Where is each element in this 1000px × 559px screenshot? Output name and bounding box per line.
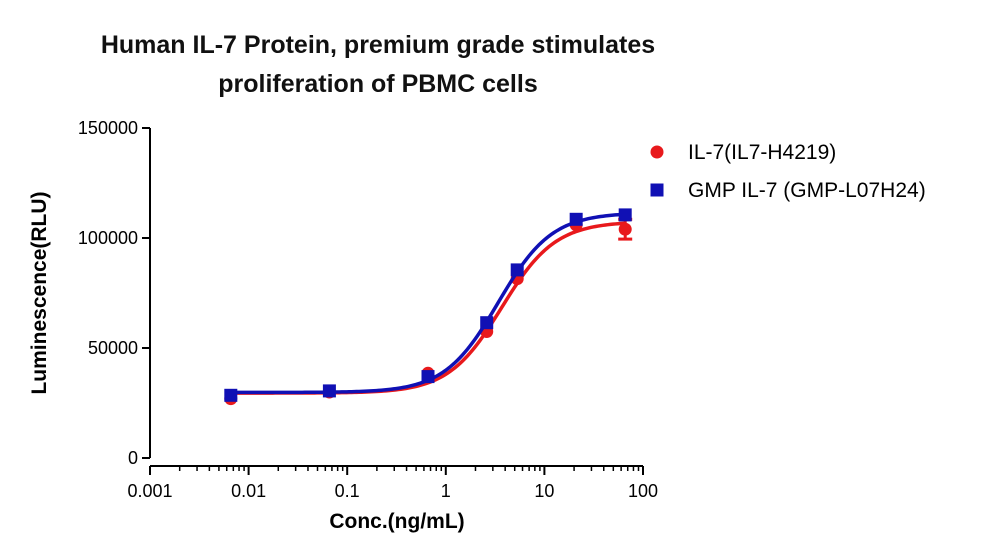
- y-tick-label: 0: [128, 448, 138, 468]
- plot-series: [224, 208, 633, 406]
- data-point-square: [224, 388, 238, 402]
- data-point-square: [480, 316, 494, 330]
- legend-marker-circle: [650, 145, 664, 159]
- y-tick-label: 100000: [78, 228, 138, 248]
- x-tick-label: 0.01: [231, 481, 266, 501]
- y-axis-label: Luminescence(RLU): [28, 191, 51, 394]
- axes: [149, 128, 643, 467]
- data-point-circle: [618, 222, 632, 236]
- data-point-square: [322, 384, 336, 398]
- x-tick-label: 10: [534, 481, 554, 501]
- x-tick-label: 1: [441, 481, 451, 501]
- data-point-square: [421, 370, 435, 384]
- y-tick-label: 150000: [78, 118, 138, 138]
- chart-title: Human IL-7 Protein, premium grade stimul…: [101, 31, 655, 59]
- y-tick-label: 50000: [88, 338, 138, 358]
- legend: IL-7(IL7-H4219) GMP IL-7 (GMP-L07H24): [650, 141, 926, 202]
- data-point-square: [569, 212, 583, 226]
- x-tick-label: 100: [628, 481, 658, 501]
- fit-curve-series-2: [230, 212, 626, 395]
- x-axis-label: Conc.(ng/mL): [329, 510, 464, 533]
- x-tick-label: 0.1: [335, 481, 360, 501]
- x-tick-label: 0.001: [127, 481, 172, 501]
- y-ticks: 0 50000 100000 150000: [78, 118, 150, 468]
- data-point-square: [618, 208, 632, 222]
- legend-label: GMP IL-7 (GMP-L07H24): [688, 179, 926, 202]
- legend-label: IL-7(IL7-H4219): [688, 141, 836, 164]
- x-ticks: 0.001 0.01 0.1 1 10 100: [127, 466, 658, 501]
- legend-marker-square: [650, 183, 664, 197]
- data-point-square: [510, 263, 524, 277]
- chart-subtitle: proliferation of PBMC cells: [218, 70, 537, 98]
